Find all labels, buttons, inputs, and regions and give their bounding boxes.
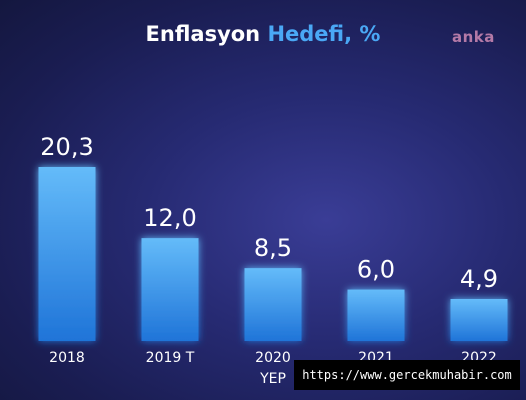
bar-2 <box>244 268 302 341</box>
bar-0 <box>38 167 96 341</box>
bar-4 <box>450 299 508 341</box>
bar-value-label-2: 8,5 <box>254 234 292 262</box>
bar-3 <box>347 289 405 341</box>
bar-value-label-1: 12,0 <box>143 204 196 232</box>
chart-title: Enflasyon Hedefi, % <box>0 22 526 46</box>
bar-1 <box>141 238 199 341</box>
anka-logo: anka <box>452 28 495 46</box>
bar-value-label-0: 20,3 <box>40 133 93 161</box>
watermark-url: https://www.gercekmuhabir.com <box>294 360 520 390</box>
chart-title-accent: Hedefi, % <box>267 22 381 46</box>
bar-value-label-3: 6,0 <box>357 256 395 284</box>
x-tick-label-1: 2019 T <box>146 350 195 366</box>
chart-title-main: Enflasyon <box>145 22 268 46</box>
bar-value-label-4: 4,9 <box>460 265 498 293</box>
x-tick-label-0: 2018 <box>49 350 85 366</box>
x-tick-label-2-line2: YEP <box>259 371 286 387</box>
x-tick-label-2: 2020 <box>255 350 291 366</box>
